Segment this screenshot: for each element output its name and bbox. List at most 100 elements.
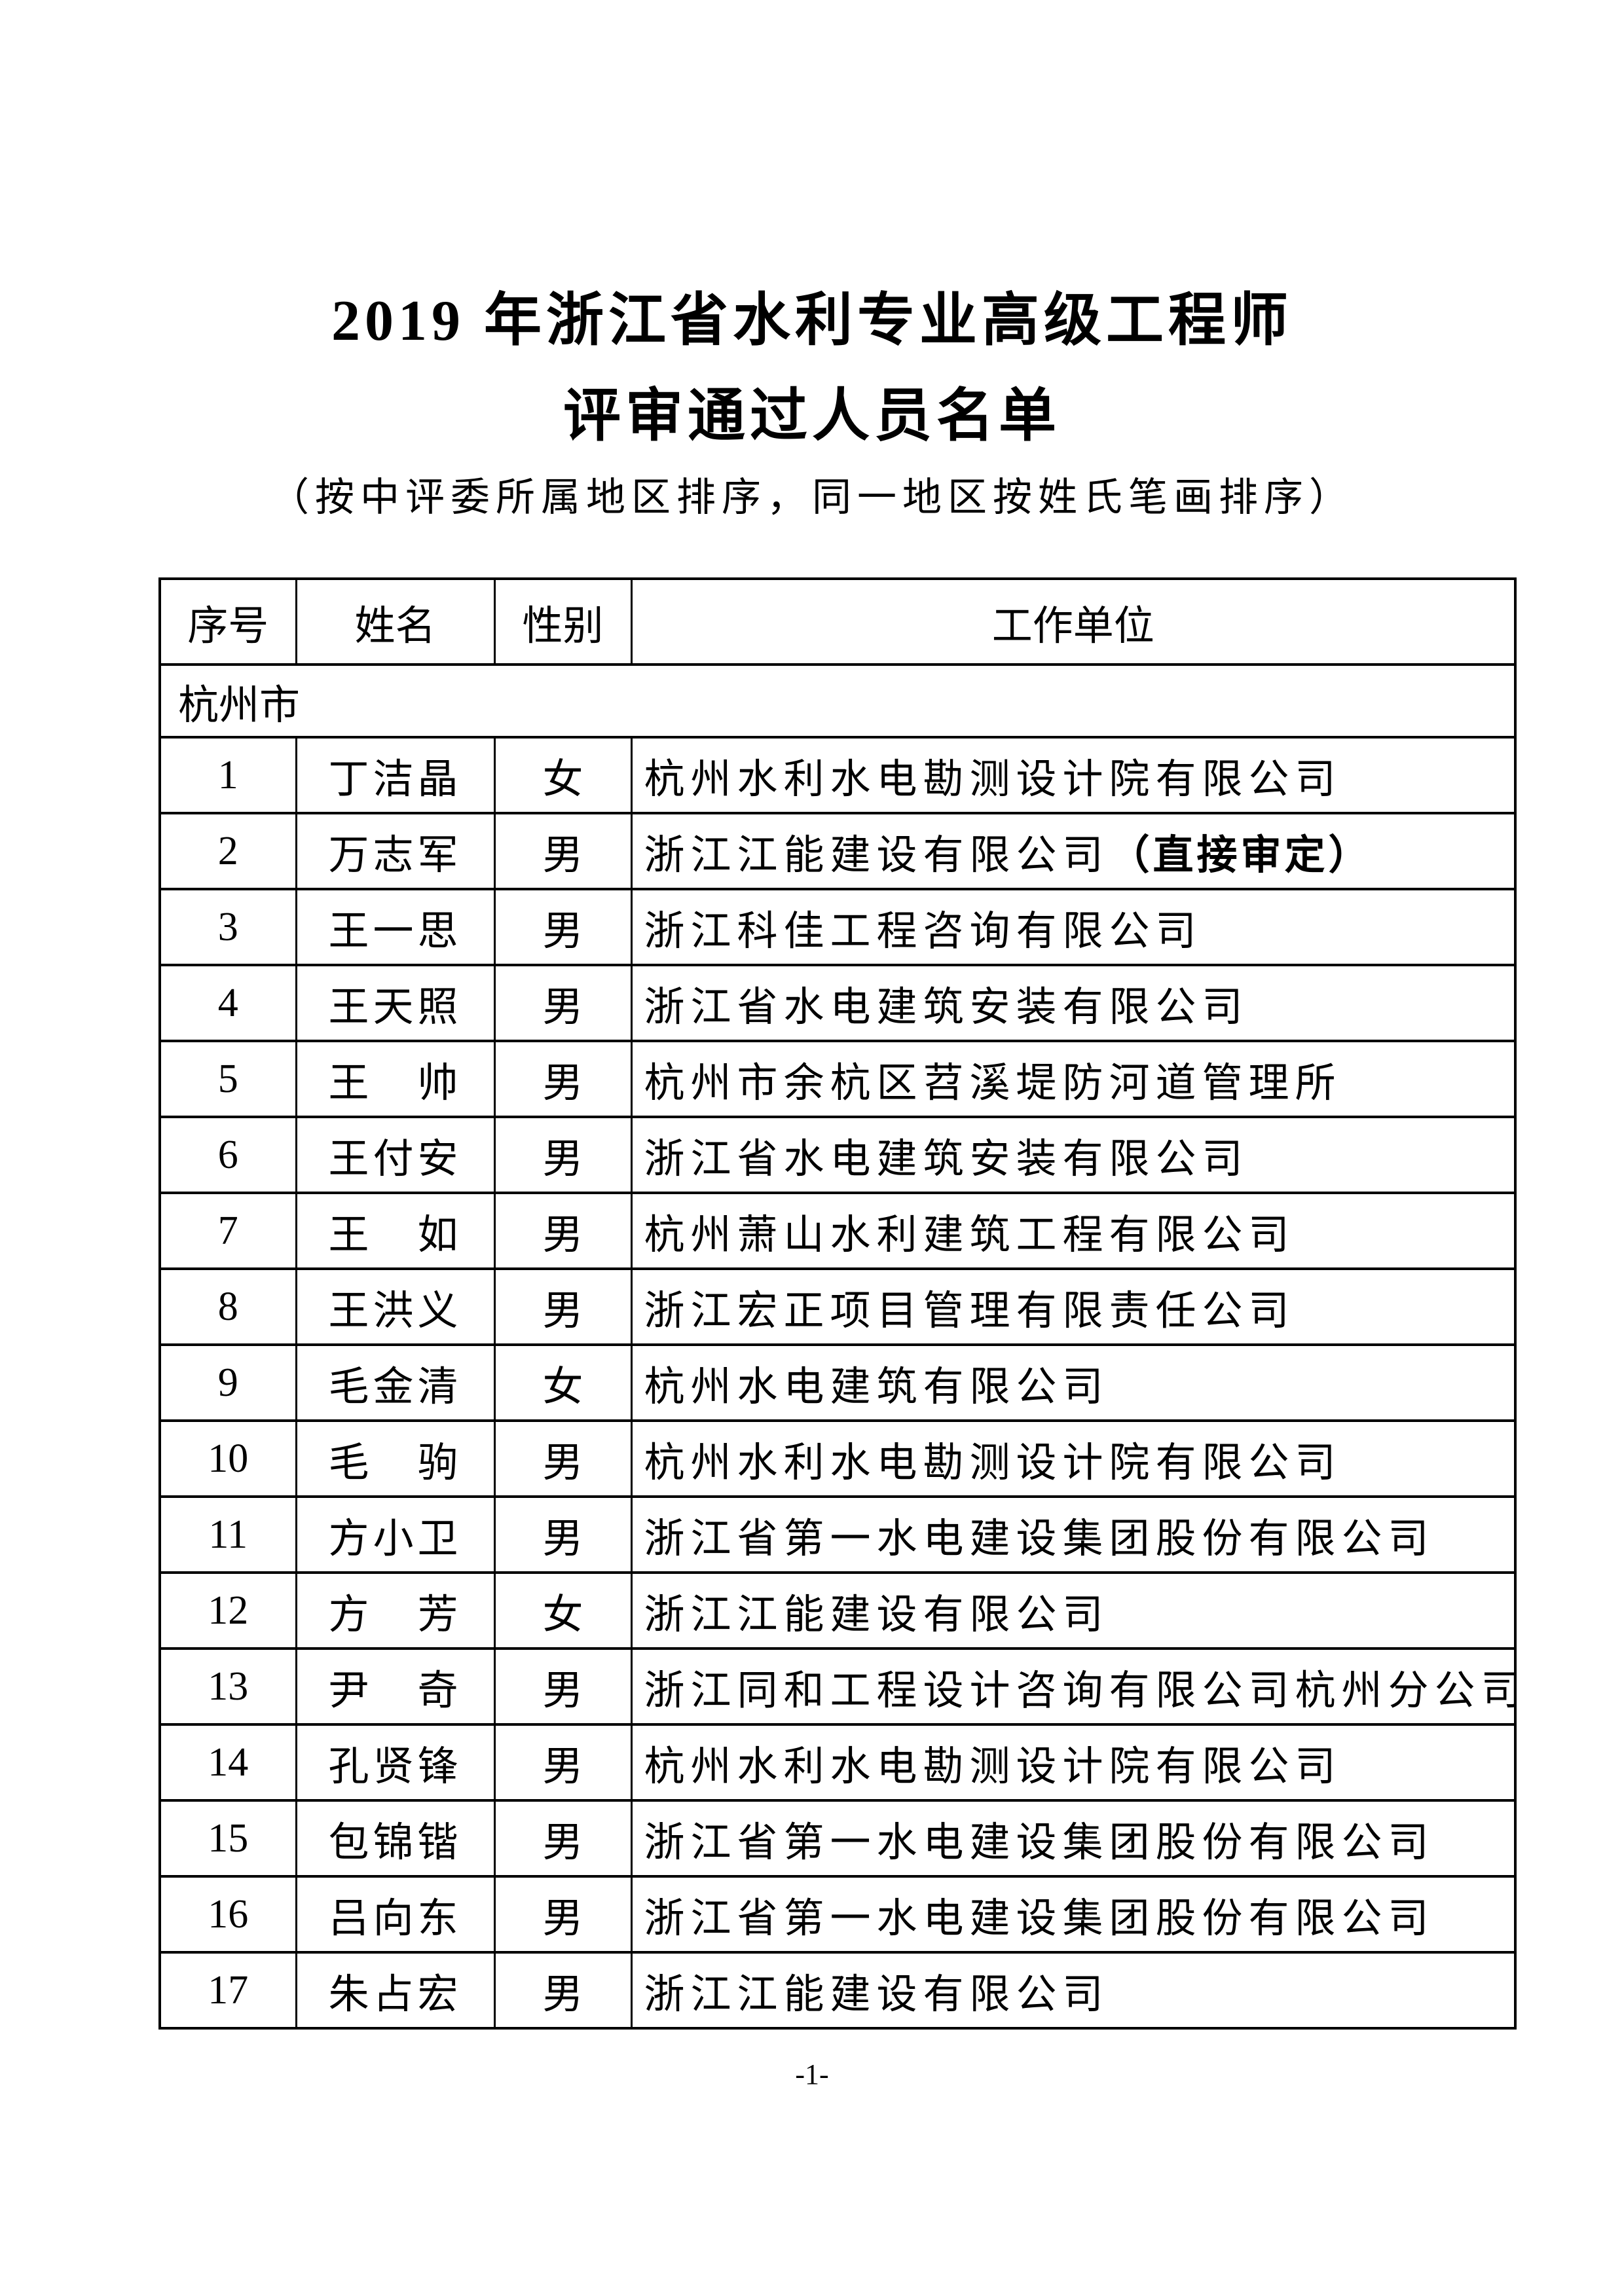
row-number: 9 bbox=[158, 1343, 297, 1422]
header-org: 工作单位 bbox=[630, 577, 1517, 666]
person-gender: 男 bbox=[493, 1267, 633, 1346]
row-number: 15 bbox=[158, 1799, 297, 1878]
row-number: 3 bbox=[158, 888, 297, 966]
row-number: 13 bbox=[158, 1647, 297, 1726]
table-row: 15 包锦锴 男 浙江省第一水电建设集团股份有限公司 bbox=[158, 1799, 1517, 1878]
person-name: 王 如 bbox=[295, 1192, 496, 1270]
person-gender: 男 bbox=[493, 888, 633, 966]
person-name: 丁洁晶 bbox=[295, 736, 496, 814]
row-number: 1 bbox=[158, 736, 297, 814]
org-text: 浙江同和工程设计咨询有限公司杭州分公司 bbox=[644, 1669, 1515, 1713]
sorting-note: （按中评委所属地区排序，同一地区按姓氏笔画排序） bbox=[270, 476, 1354, 519]
org-bold-note: （直接审定） bbox=[1109, 833, 1373, 878]
person-name: 王天照 bbox=[295, 964, 496, 1042]
person-org: 浙江省水电建筑安装有限公司 bbox=[630, 1116, 1517, 1194]
org-text: 浙江省水电建筑安装有限公司 bbox=[644, 985, 1249, 1030]
table-row: 13 尹 奇 男 浙江同和工程设计咨询有限公司杭州分公司 bbox=[158, 1647, 1517, 1726]
person-org: 浙江科佳工程咨询有限公司 bbox=[630, 888, 1517, 966]
table-row: 2 万志军 男 浙江江能建设有限公司（直接审定） bbox=[158, 812, 1517, 890]
person-org: 浙江省第一水电建设集团股份有限公司 bbox=[630, 1799, 1517, 1878]
org-text: 浙江省第一水电建设集团股份有限公司 bbox=[644, 1897, 1435, 1941]
person-name: 毛 驹 bbox=[295, 1419, 496, 1498]
person-gender: 男 bbox=[493, 1192, 633, 1270]
row-number: 6 bbox=[158, 1116, 297, 1194]
person-org: 浙江江能建设有限公司 bbox=[630, 1571, 1517, 1650]
person-gender: 男 bbox=[493, 1647, 633, 1726]
person-name: 包锦锴 bbox=[295, 1799, 496, 1878]
table-row: 10 毛 驹 男 杭州水利水电勘测设计院有限公司 bbox=[158, 1419, 1517, 1498]
person-org: 杭州水利水电勘测设计院有限公司 bbox=[630, 1723, 1517, 1802]
row-number: 10 bbox=[158, 1419, 297, 1498]
person-name: 方 芳 bbox=[295, 1571, 496, 1650]
section-row: 杭州市 bbox=[158, 663, 1517, 738]
person-org: 杭州水利水电勘测设计院有限公司 bbox=[630, 736, 1517, 814]
person-org: 浙江省水电建筑安装有限公司 bbox=[630, 964, 1517, 1042]
person-name: 王付安 bbox=[295, 1116, 496, 1194]
person-gender: 男 bbox=[493, 812, 633, 890]
org-text: 杭州水利水电勘测设计院有限公司 bbox=[644, 1745, 1342, 1789]
person-gender: 男 bbox=[493, 1419, 633, 1498]
org-text: 浙江省第一水电建设集团股份有限公司 bbox=[644, 1517, 1435, 1561]
document-title-line2: 评审通过人员名单 bbox=[563, 385, 1061, 448]
row-number: 7 bbox=[158, 1192, 297, 1270]
section-label: 杭州市 bbox=[158, 663, 1517, 738]
org-text: 浙江省水电建筑安装有限公司 bbox=[644, 1137, 1249, 1182]
org-text: 杭州萧山水利建筑工程有限公司 bbox=[644, 1213, 1295, 1258]
row-number: 2 bbox=[158, 812, 297, 890]
table-row: 4 王天照 男 浙江省水电建筑安装有限公司 bbox=[158, 964, 1517, 1042]
person-gender: 男 bbox=[493, 1799, 633, 1878]
row-number: 12 bbox=[158, 1571, 297, 1650]
document-title-line1: 2019 年浙江省水利专业高级工程师 bbox=[331, 289, 1293, 353]
person-name: 王洪义 bbox=[295, 1267, 496, 1346]
table-row: 11 方小卫 男 浙江省第一水电建设集团股份有限公司 bbox=[158, 1495, 1517, 1574]
table-row: 3 王一思 男 浙江科佳工程咨询有限公司 bbox=[158, 888, 1517, 966]
row-number: 11 bbox=[158, 1495, 297, 1574]
person-gender: 女 bbox=[493, 1571, 633, 1650]
person-org: 杭州水电建筑有限公司 bbox=[630, 1343, 1517, 1422]
org-text: 杭州水电建筑有限公司 bbox=[644, 1365, 1109, 1410]
person-gender: 男 bbox=[493, 1495, 633, 1574]
person-gender: 男 bbox=[493, 1875, 633, 1954]
table-row: 9 毛金清 女 杭州水电建筑有限公司 bbox=[158, 1343, 1517, 1422]
row-number: 16 bbox=[158, 1875, 297, 1954]
row-number: 17 bbox=[158, 1951, 297, 2030]
person-org: 浙江省第一水电建设集团股份有限公司 bbox=[630, 1875, 1517, 1954]
table-row: 5 王 帅 男 杭州市余杭区苕溪堤防河道管理所 bbox=[158, 1040, 1517, 1118]
person-name: 朱占宏 bbox=[295, 1951, 496, 2030]
org-text: 杭州水利水电勘测设计院有限公司 bbox=[644, 757, 1342, 802]
row-number: 14 bbox=[158, 1723, 297, 1802]
header-no: 序号 bbox=[158, 577, 297, 666]
person-org: 浙江省第一水电建设集团股份有限公司 bbox=[630, 1495, 1517, 1574]
person-gender: 男 bbox=[493, 1723, 633, 1802]
person-name: 尹 奇 bbox=[295, 1647, 496, 1726]
org-text: 浙江科佳工程咨询有限公司 bbox=[644, 909, 1202, 954]
table-row: 7 王 如 男 杭州萧山水利建筑工程有限公司 bbox=[158, 1192, 1517, 1270]
person-gender: 男 bbox=[493, 1116, 633, 1194]
person-name: 吕向东 bbox=[295, 1875, 496, 1954]
person-gender: 女 bbox=[493, 1343, 633, 1422]
org-text: 浙江江能建设有限公司 bbox=[644, 833, 1109, 878]
person-gender: 男 bbox=[493, 1951, 633, 2030]
page-number: -1- bbox=[795, 2058, 829, 2090]
person-org: 杭州水利水电勘测设计院有限公司 bbox=[630, 1419, 1517, 1498]
person-gender: 男 bbox=[493, 964, 633, 1042]
table-row: 1 丁洁晶 女 杭州水利水电勘测设计院有限公司 bbox=[158, 736, 1517, 814]
row-number: 4 bbox=[158, 964, 297, 1042]
person-org: 杭州市余杭区苕溪堤防河道管理所 bbox=[630, 1040, 1517, 1118]
person-org: 浙江同和工程设计咨询有限公司杭州分公司 bbox=[630, 1647, 1517, 1726]
person-name: 孔贤锋 bbox=[295, 1723, 496, 1802]
person-name: 方小卫 bbox=[295, 1495, 496, 1574]
table-header-row: 序号 姓名 性别 工作单位 bbox=[158, 577, 1517, 666]
person-name: 万志军 bbox=[295, 812, 496, 890]
org-text: 浙江江能建设有限公司 bbox=[644, 1593, 1109, 1637]
org-text: 杭州市余杭区苕溪堤防河道管理所 bbox=[644, 1061, 1342, 1106]
roster-table: 序号 姓名 性别 工作单位 杭州市 1 丁洁晶 女 杭州水利水电勘测设计院有限公… bbox=[158, 577, 1517, 2030]
row-number: 8 bbox=[158, 1267, 297, 1346]
person-org: 浙江宏正项目管理有限责任公司 bbox=[630, 1267, 1517, 1346]
table-row: 8 王洪义 男 浙江宏正项目管理有限责任公司 bbox=[158, 1267, 1517, 1346]
table-row: 16 吕向东 男 浙江省第一水电建设集团股份有限公司 bbox=[158, 1875, 1517, 1954]
table-row: 6 王付安 男 浙江省水电建筑安装有限公司 bbox=[158, 1116, 1517, 1194]
person-org: 杭州萧山水利建筑工程有限公司 bbox=[630, 1192, 1517, 1270]
org-text: 浙江宏正项目管理有限责任公司 bbox=[644, 1289, 1295, 1334]
